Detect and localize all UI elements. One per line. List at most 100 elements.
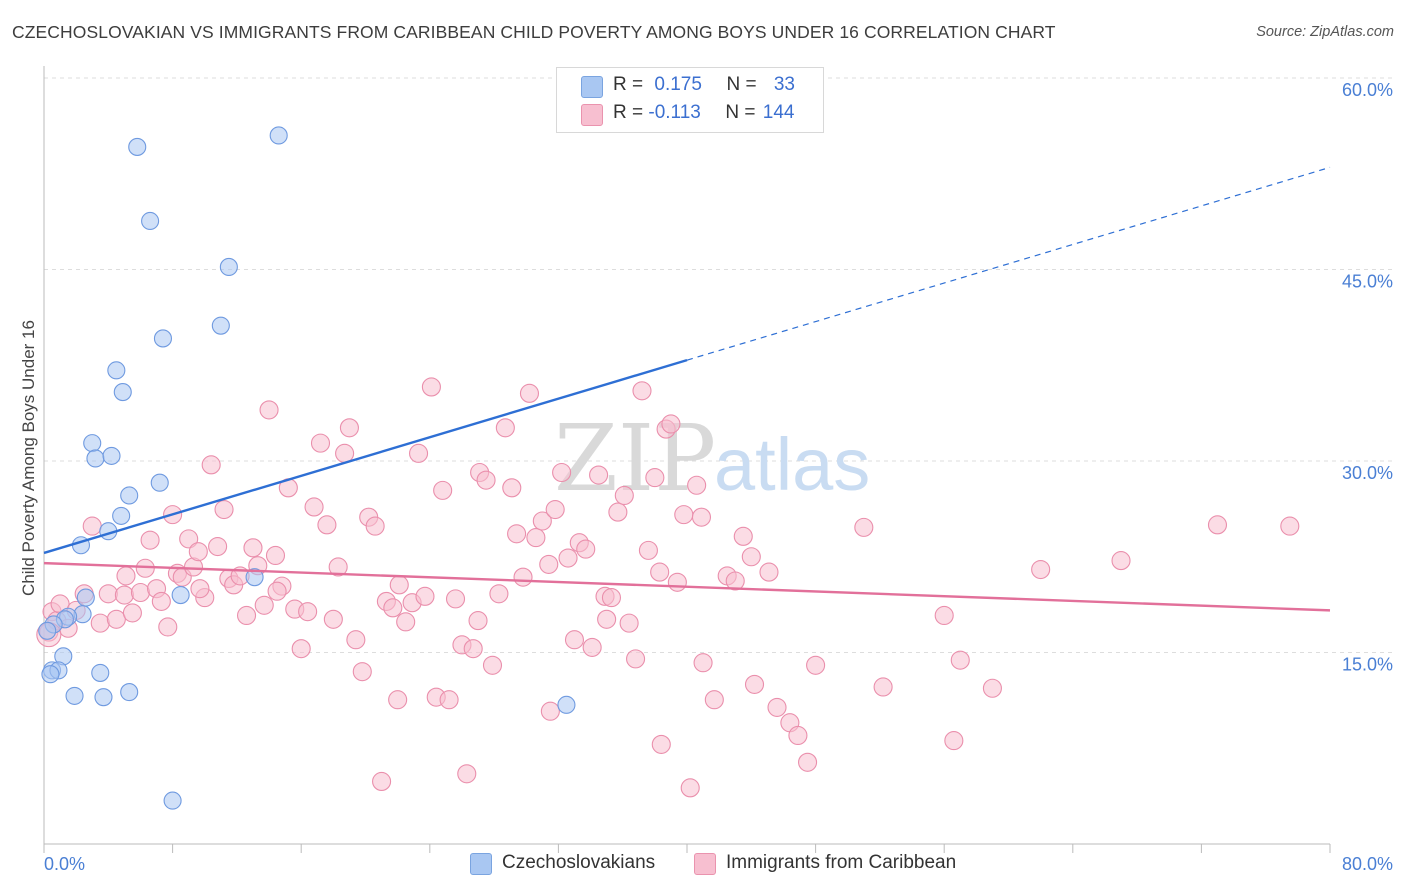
- pink-point: [179, 529, 199, 549]
- legend-blue-n-label: N =: [726, 74, 762, 95]
- legend-blue-r-label: R =: [613, 74, 649, 95]
- trend-lines: [43, 166, 1331, 612]
- pink-point: [259, 400, 279, 420]
- pink-point: [667, 572, 687, 592]
- pink-point: [339, 418, 359, 438]
- pink-point: [304, 497, 324, 517]
- pink-point: [687, 475, 707, 495]
- pink-point: [854, 517, 874, 537]
- pink-point: [328, 557, 348, 577]
- y-tick-label: 30.0%: [1342, 463, 1393, 483]
- pink-point: [526, 528, 546, 548]
- bottom-blue-swatch: [470, 853, 492, 875]
- blue-point: [107, 361, 126, 380]
- pink-point: [208, 536, 228, 557]
- pink-point: [372, 771, 392, 791]
- pink-point: [725, 571, 745, 591]
- watermark: ZIP atlas: [554, 405, 870, 512]
- pink-point: [582, 637, 602, 657]
- pink-point: [540, 701, 560, 721]
- pink-point: [741, 547, 761, 567]
- pink-point: [597, 609, 617, 629]
- bottom-pink-swatch: [694, 853, 716, 875]
- pink-point: [352, 662, 372, 682]
- pink-point: [291, 639, 311, 659]
- pink-point: [619, 613, 639, 633]
- pink-point: [564, 630, 585, 650]
- watermark-atlas: atlas: [714, 423, 870, 506]
- pink-point: [439, 690, 459, 710]
- pink-point: [98, 584, 118, 604]
- legend-pink-n-label: N =: [725, 102, 761, 123]
- pink-point: [130, 582, 150, 603]
- pink-point: [468, 611, 488, 631]
- bottom-blue-label: Czechoslovakians: [502, 852, 656, 873]
- pink-point: [346, 630, 366, 650]
- pink-point: [691, 507, 712, 527]
- pink-point: [950, 650, 970, 670]
- pink-point: [680, 778, 700, 798]
- blue-swatch: [581, 76, 603, 98]
- pink-point: [934, 605, 954, 626]
- pink-point: [502, 478, 522, 498]
- y-axis-label: Child Poverty Among Boys Under 16: [19, 320, 38, 596]
- pink-point: [476, 470, 496, 490]
- legend-blue-text: R = 0.175 N = 33: [613, 74, 795, 96]
- blue-point: [38, 621, 57, 640]
- y-tick-label: 15.0%: [1342, 655, 1393, 675]
- pink-point: [365, 516, 385, 536]
- blue-point: [76, 588, 95, 607]
- legend-pink-text: R = -0.113 N = 144: [613, 102, 794, 124]
- pink-point: [114, 585, 134, 605]
- pink-point: [214, 499, 234, 520]
- blue-point: [141, 211, 160, 231]
- pink-point: [495, 418, 515, 438]
- legend-pink-r-value: -0.113: [648, 102, 701, 123]
- pink-point: [323, 609, 343, 629]
- pink-point: [408, 443, 429, 463]
- pink-point: [106, 609, 126, 629]
- pink-point: [389, 575, 409, 595]
- tick-labels: 15.0% 30.0% 45.0% 60.0% 0.0% 80.0%: [44, 80, 1393, 874]
- pink-point: [82, 516, 102, 536]
- pink-point: [638, 540, 658, 560]
- chart-title: CZECHOSLOVAKIAN VS IMMIGRANTS FROM CARIB…: [12, 22, 1056, 42]
- blue-point: [83, 434, 102, 453]
- pink-point: [335, 443, 355, 463]
- pink-point: [489, 584, 509, 604]
- pink-point: [254, 595, 274, 615]
- blue-point: [91, 663, 110, 682]
- pink-point: [482, 655, 503, 675]
- pink-point: [788, 725, 808, 746]
- pink-point: [507, 524, 527, 544]
- x-tick-label-right: 80.0%: [1342, 854, 1393, 874]
- pink-point: [798, 752, 818, 772]
- watermark-zip: ZIP: [554, 405, 716, 512]
- bottom-pink-label: Immigrants from Caribbean: [726, 852, 957, 873]
- pink-point: [626, 649, 646, 669]
- legend-pink-r-label: R =: [613, 102, 649, 123]
- pink-point: [310, 433, 331, 453]
- pink-point: [122, 603, 142, 623]
- blue-trend-extension: [686, 166, 1331, 361]
- pink-point: [415, 586, 435, 606]
- pink-point: [608, 502, 628, 522]
- blue-point: [153, 329, 173, 348]
- pink-point: [151, 591, 171, 611]
- pink-trend-line: [43, 561, 1331, 612]
- blue-point: [102, 446, 121, 465]
- pink-point: [1031, 559, 1051, 580]
- blue-point: [269, 126, 288, 145]
- blue-point: [112, 506, 131, 525]
- blue-point: [94, 688, 113, 707]
- pink-point: [744, 674, 765, 694]
- pink-point: [614, 485, 634, 506]
- correlation-legend: R = 0.175 N = 33 R = -0.113 N = 144: [556, 67, 824, 133]
- blue-point: [65, 686, 84, 705]
- pink-swatch: [581, 104, 603, 126]
- pink-point: [982, 678, 1002, 698]
- pink-point: [661, 414, 681, 434]
- pink-point: [693, 653, 713, 673]
- pink-point: [532, 511, 552, 531]
